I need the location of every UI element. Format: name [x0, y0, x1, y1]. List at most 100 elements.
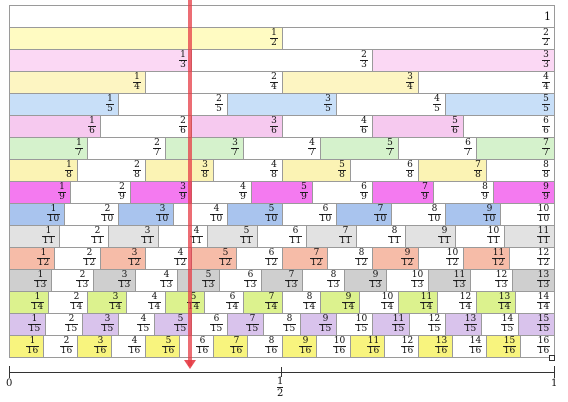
fraction-bar	[26, 345, 39, 347]
fraction-cell-5-of-5[interactable]	[445, 93, 555, 116]
fraction-label-8-16: 8 16	[265, 337, 278, 356]
fraction-cell-2-of-3[interactable]	[191, 49, 373, 72]
fraction-numerator: 15	[537, 314, 550, 324]
fraction-bar	[246, 323, 259, 325]
fraction-denominator: 12	[355, 258, 368, 268]
fraction-numerator: 15	[503, 336, 516, 346]
fraction-denominator: 16	[162, 346, 175, 356]
fraction-denominator: 16	[26, 346, 39, 356]
fraction-bar	[101, 323, 114, 325]
number-line-end-handle[interactable]	[549, 355, 555, 361]
fraction-numerator: 4	[177, 248, 184, 258]
fraction-denominator: 6	[361, 126, 367, 136]
fraction-bar	[464, 147, 472, 149]
fraction-numerator: 1	[107, 94, 113, 104]
fraction-label-2-15: 2 15	[65, 315, 78, 334]
fraction-label-4-13: 4 13	[160, 271, 173, 290]
fraction-cell-4-of-4[interactable]	[418, 71, 555, 94]
fraction-cell-1-of-3[interactable]	[9, 49, 192, 72]
pointer-arrow-icon[interactable]	[183, 360, 196, 369]
fraction-bar	[141, 235, 154, 237]
fraction-bar	[37, 257, 50, 259]
fraction-label-12-16: 12 16	[401, 336, 414, 356]
fraction-cell-2-of-5[interactable]	[118, 93, 228, 116]
pointer-line[interactable]	[187, 0, 192, 366]
fraction-label-11-12: 11 12	[492, 248, 505, 268]
fraction-label-3-16: 3 16	[94, 337, 107, 356]
fraction-denominator: 5	[543, 104, 549, 114]
fraction-label-9-10: 9 10	[483, 205, 496, 224]
fraction-numerator: 1	[66, 160, 72, 170]
fraction-numerator: 12	[495, 270, 508, 280]
fraction-cell-1-of-4[interactable]	[9, 71, 146, 94]
fraction-numerator: 7	[543, 138, 549, 148]
fraction-denominator: 14	[342, 302, 355, 312]
fraction-denominator: 5	[434, 104, 440, 114]
fraction-numerator: 2	[73, 292, 80, 302]
fraction-numerator: 2	[86, 248, 93, 258]
fraction-cell-1-of-1[interactable]	[9, 5, 555, 28]
fraction-bar	[537, 301, 550, 303]
fraction-numerator: 12	[401, 336, 414, 346]
fraction-numerator: 5	[339, 160, 345, 170]
fraction-label-11-14: 11 14	[420, 293, 433, 312]
fraction-cell-2-of-2[interactable]	[282, 27, 555, 50]
fraction-denominator: 4	[271, 82, 277, 92]
fraction-bar	[270, 81, 278, 83]
fraction-denominator: 11	[339, 236, 352, 246]
fraction-numerator: 4	[131, 336, 138, 346]
fraction-numerator: 11	[492, 248, 505, 258]
fraction-bar	[162, 345, 175, 347]
fraction-cell-2-of-4[interactable]	[145, 71, 283, 94]
fraction-numerator: 1	[180, 50, 186, 60]
fraction-denominator: 3	[543, 60, 549, 70]
fraction-denominator: 16	[401, 346, 414, 356]
fraction-denominator: 7	[465, 148, 471, 158]
fraction-denominator: 13	[537, 280, 550, 290]
fraction-cell-1-of-5[interactable]	[9, 93, 119, 116]
fraction-denominator: 9	[361, 192, 367, 202]
fraction-cell-4-of-5[interactable]	[336, 93, 446, 116]
fraction-cell-3-of-4[interactable]	[282, 71, 419, 94]
fraction-bar	[483, 213, 496, 215]
fraction-denominator: 16	[94, 346, 107, 356]
fraction-bar	[201, 169, 209, 171]
fraction-bar	[300, 191, 308, 193]
fraction-numerator: 12	[459, 292, 472, 302]
fraction-cell-3-of-3[interactable]	[372, 49, 555, 72]
fraction-cell-16-of-16[interactable]	[520, 335, 555, 358]
fraction-label-9-12: 9 12	[401, 249, 414, 268]
fraction-label-8-14: 8 14	[303, 293, 316, 312]
fraction-numerator: 5	[222, 248, 229, 258]
fraction-label-3-12: 3 12	[128, 249, 141, 268]
fraction-numerator: 1	[37, 270, 44, 280]
fraction-denominator: 12	[310, 258, 323, 268]
fraction-denominator: 12	[492, 258, 505, 268]
fraction-numerator: 8	[330, 270, 337, 280]
fraction-denominator: 9	[543, 192, 549, 202]
fraction-numerator: 10	[487, 226, 500, 236]
fraction-bar	[118, 191, 126, 193]
fraction-numerator: 4	[193, 226, 200, 236]
fraction-numerator: 1	[50, 204, 57, 214]
fraction-numerator: 2	[216, 94, 222, 104]
fraction-denominator: 11	[91, 236, 104, 246]
fraction-cell-3-of-5[interactable]	[227, 93, 337, 116]
fraction-bar	[244, 279, 257, 281]
fraction-numerator: 7	[377, 204, 384, 214]
fraction-numerator: 14	[469, 336, 482, 346]
fraction-label-2-12: 2 12	[83, 248, 96, 268]
fraction-numerator: 14	[501, 314, 514, 324]
fraction-cell-1-of-2[interactable]	[9, 27, 283, 50]
fraction-label-1-13: 1 13	[34, 270, 47, 290]
fraction-bar	[308, 147, 316, 149]
fraction-numerator: 8	[391, 226, 398, 236]
fraction-denominator: 12	[219, 258, 232, 268]
fraction-numerator: 16	[537, 336, 550, 346]
